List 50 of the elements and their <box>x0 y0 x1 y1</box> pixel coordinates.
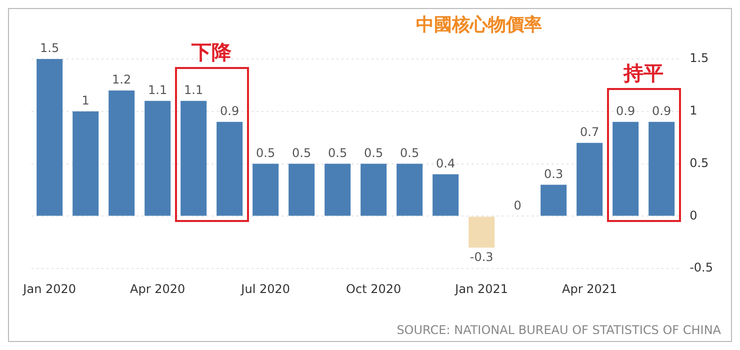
data-label: 0.5 <box>256 146 276 160</box>
data-label: 0.9 <box>652 104 672 118</box>
data-label: 0.7 <box>580 124 600 139</box>
bar <box>36 59 63 216</box>
data-label: 1.5 <box>40 41 60 56</box>
bar <box>72 111 99 216</box>
y-tick-label: 1.5 <box>690 51 709 66</box>
y-tick-label: -0.5 <box>690 260 714 275</box>
x-tick-label: Apr 2020 <box>130 282 186 296</box>
data-label: 0.5 <box>400 146 420 160</box>
bar <box>396 164 423 216</box>
data-label: -0.3 <box>470 250 494 264</box>
bar <box>468 216 495 248</box>
data-label: 0.5 <box>292 146 312 160</box>
bar <box>576 142 603 216</box>
x-tick-label: Jan 2021 <box>454 282 508 296</box>
bar <box>144 100 171 216</box>
data-label: 0.5 <box>364 146 384 160</box>
x-tick-label: Apr 2021 <box>562 282 618 296</box>
bar <box>324 164 351 216</box>
chart-title: 中國核心物價率 <box>416 14 542 36</box>
data-label: 0.9 <box>616 104 636 118</box>
source-note: SOURCE: NATIONAL BUREAU OF STATISTICS OF CHINA <box>396 323 721 337</box>
bar <box>252 164 279 216</box>
bar <box>180 100 207 216</box>
y-tick-label: 0 <box>690 208 698 222</box>
bar <box>432 174 459 216</box>
bar <box>648 122 675 216</box>
bar <box>108 90 135 216</box>
annotation: 持平 <box>622 60 665 87</box>
data-label: 1.2 <box>112 72 132 87</box>
data-label: 1 <box>82 94 90 108</box>
data-label: 1.1 <box>148 83 168 98</box>
annotation: 下降 <box>190 38 233 66</box>
data-label: 0.5 <box>328 146 348 160</box>
bar <box>288 164 315 216</box>
y-tick-label: 0.5 <box>690 156 709 170</box>
data-label: 0.3 <box>544 166 564 181</box>
x-tick-label: Jan 2020 <box>22 282 76 296</box>
data-label: 0 <box>514 198 522 212</box>
data-label: 0.4 <box>436 156 456 170</box>
bar <box>360 164 387 216</box>
bar <box>540 184 567 216</box>
y-tick-label: 1 <box>690 104 698 118</box>
data-label: 0.9 <box>220 104 240 118</box>
bar <box>612 122 639 216</box>
x-tick-label: Jul 2020 <box>240 282 290 296</box>
bar <box>216 122 243 216</box>
x-tick-label: Oct 2020 <box>346 282 402 296</box>
data-label: 1.1 <box>184 83 204 98</box>
